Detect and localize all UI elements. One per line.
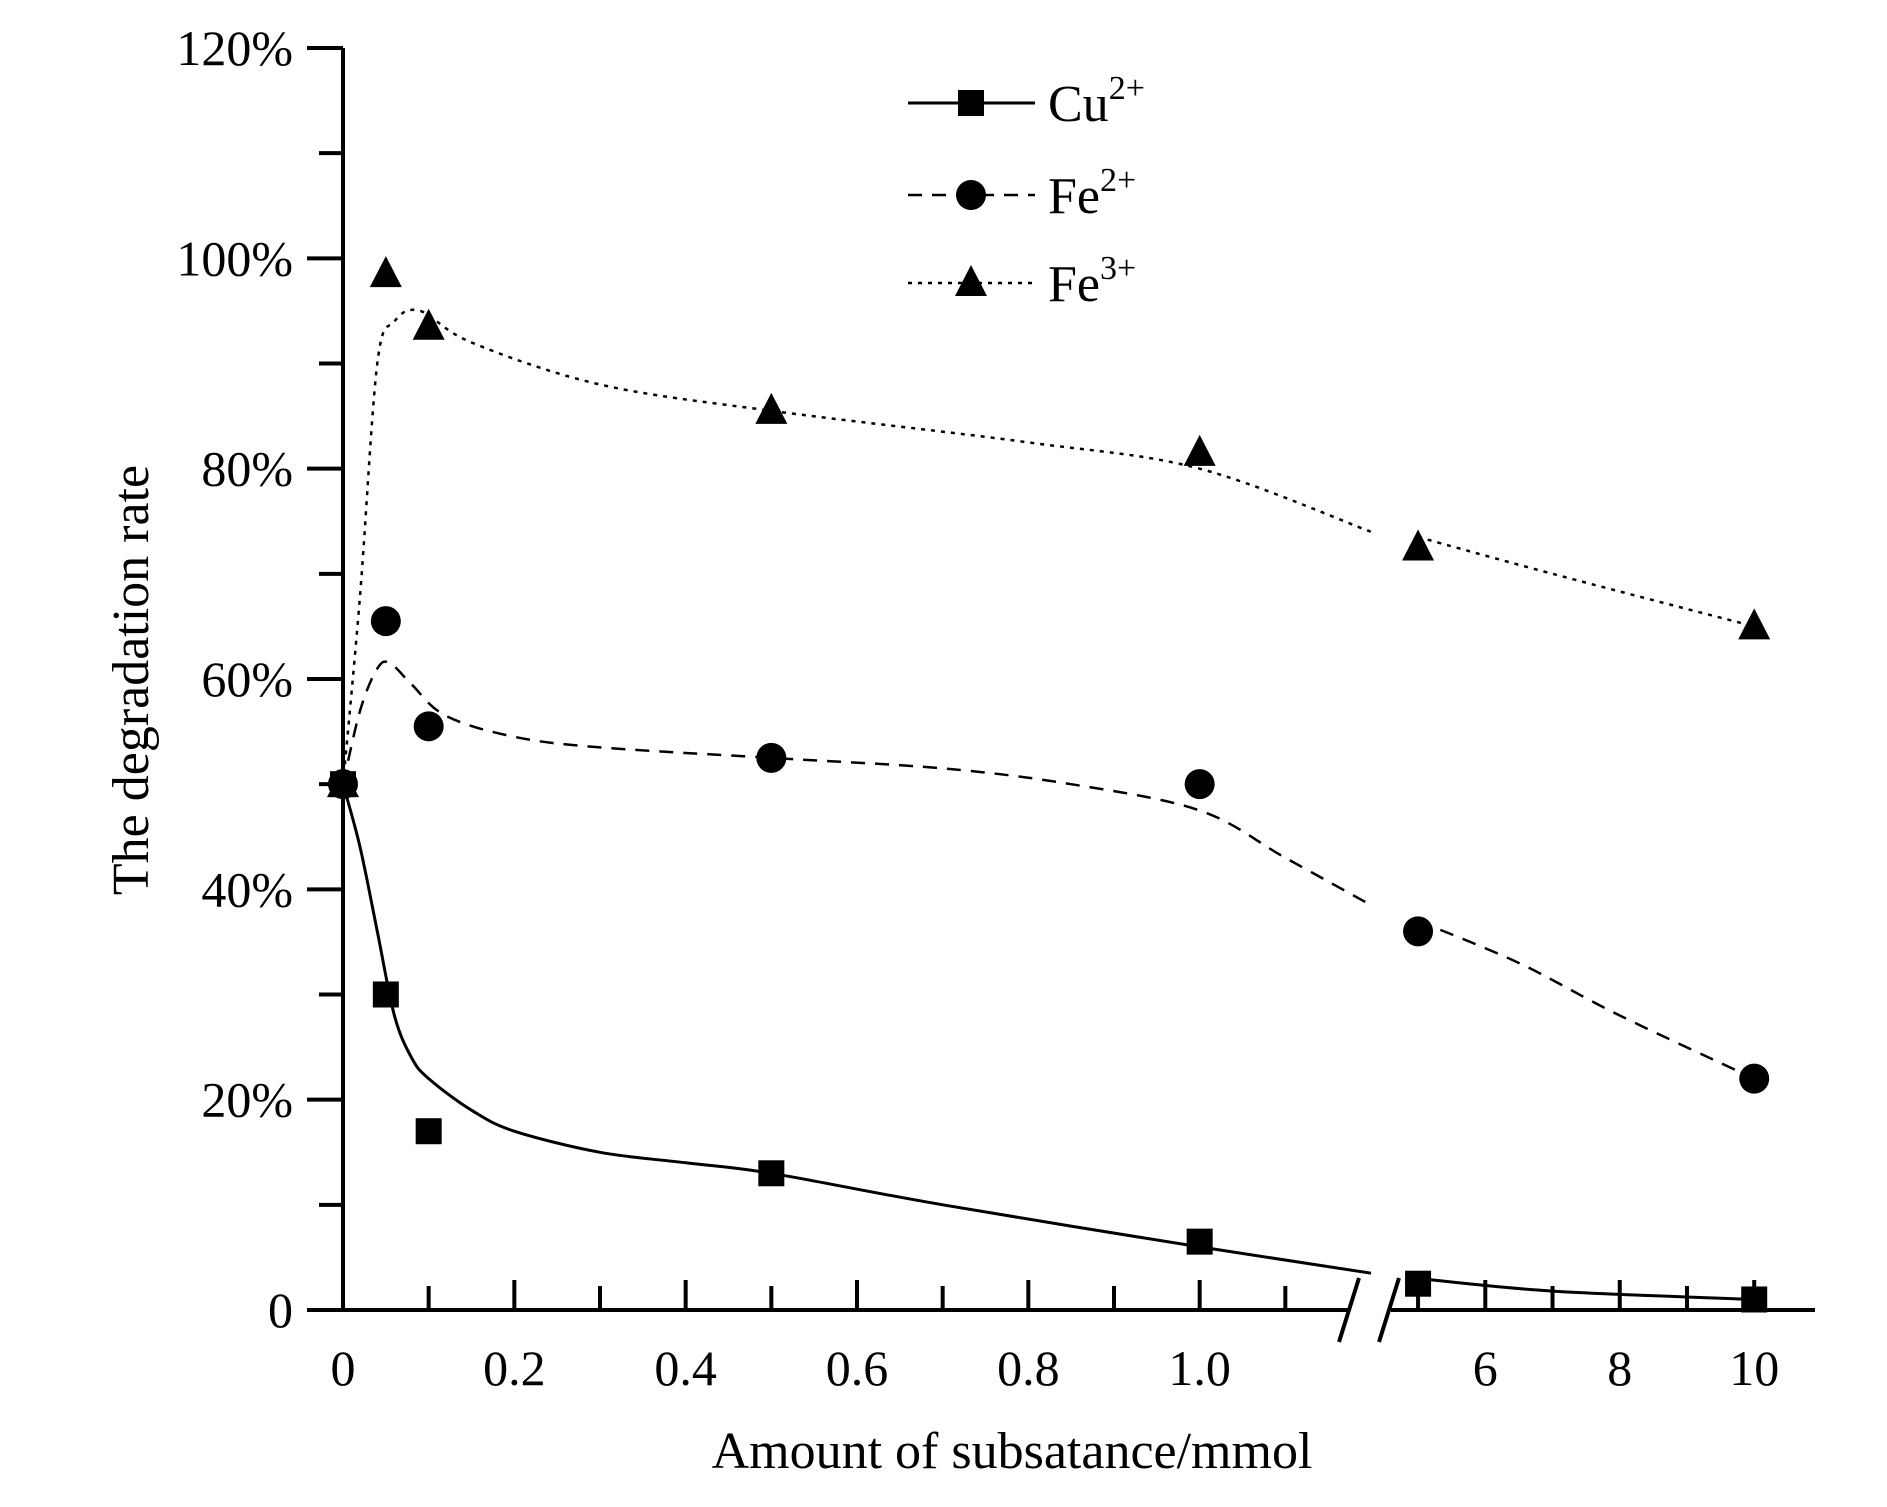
data-point-fe-2plus: [756, 742, 787, 773]
data-point-fe-3plus: [412, 308, 445, 340]
data-point-fe-3plus: [369, 256, 402, 288]
data-point-fe-3plus: [755, 392, 788, 424]
series-line-fe-2plus: [341, 660, 1372, 907]
legend-label-fe-3plus: Fe3+: [1048, 250, 1136, 313]
legend-label-fe-2plus: Fe2+: [1048, 162, 1136, 225]
data-point-fe-3plus: [1183, 434, 1216, 466]
data-point-fe-2plus: [1739, 1063, 1770, 1094]
data-point-fe-2plus: [1403, 916, 1434, 947]
x-tick-label: 1.0: [1168, 1340, 1231, 1396]
series-line-fe-3plus: [341, 308, 1372, 785]
y-tick-label: 0: [268, 1282, 293, 1338]
x-tick-label: 0.2: [483, 1340, 546, 1396]
data-point-cu-2plus: [1741, 1286, 1768, 1313]
data-point-cu-2plus: [372, 981, 399, 1008]
data-point-cu-2plus: [1405, 1270, 1432, 1297]
legend-marker-cu-2plus: [958, 90, 984, 116]
data-point-fe-2plus: [413, 711, 444, 742]
y-axis-title: The degradation rate: [103, 465, 160, 895]
data-point-fe-2plus: [1184, 769, 1215, 800]
y-tick-label: 40%: [201, 861, 293, 917]
data-point-fe-3plus: [1402, 529, 1435, 561]
series-line-fe-2plus: [1417, 919, 1755, 1080]
data-point-fe-3plus: [1738, 608, 1771, 640]
axis-break-mark: [1377, 1277, 1401, 1343]
legend-label-cu-2plus: Cu2+: [1048, 70, 1145, 133]
x-tick-label: 0.4: [654, 1340, 717, 1396]
axis-break-mark: [1337, 1277, 1361, 1343]
x-tick-label: 0.6: [826, 1340, 889, 1396]
y-tick-label: 100%: [176, 230, 293, 286]
y-tick-label: 20%: [201, 1072, 293, 1128]
legend-marker-fe-2plus: [956, 180, 986, 210]
series-line-cu-2plus: [341, 783, 1372, 1275]
legend-marker-fe-3plus: [955, 265, 987, 296]
data-point-fe-2plus: [370, 606, 401, 637]
y-tick-label: 120%: [176, 20, 293, 76]
data-point-cu-2plus: [758, 1160, 785, 1187]
x-tick-label: 0.8: [997, 1340, 1060, 1396]
x-tick-label: 8: [1607, 1340, 1632, 1396]
x-tick-label: 6: [1473, 1340, 1498, 1396]
series-line-cu-2plus: [1417, 1277, 1755, 1301]
data-point-cu-2plus: [415, 1118, 442, 1145]
x-tick-label: 10: [1729, 1340, 1779, 1396]
data-point-fe-3plus: [327, 766, 359, 798]
series-line-fe-3plus: [1417, 535, 1755, 628]
x-tick-label: 0: [331, 1340, 356, 1396]
data-point-cu-2plus: [1186, 1228, 1213, 1255]
x-axis-title: Amount of subsatance/mmol: [712, 1423, 1313, 1480]
y-tick-label: 60%: [201, 651, 293, 707]
y-tick-label: 80%: [201, 441, 293, 497]
